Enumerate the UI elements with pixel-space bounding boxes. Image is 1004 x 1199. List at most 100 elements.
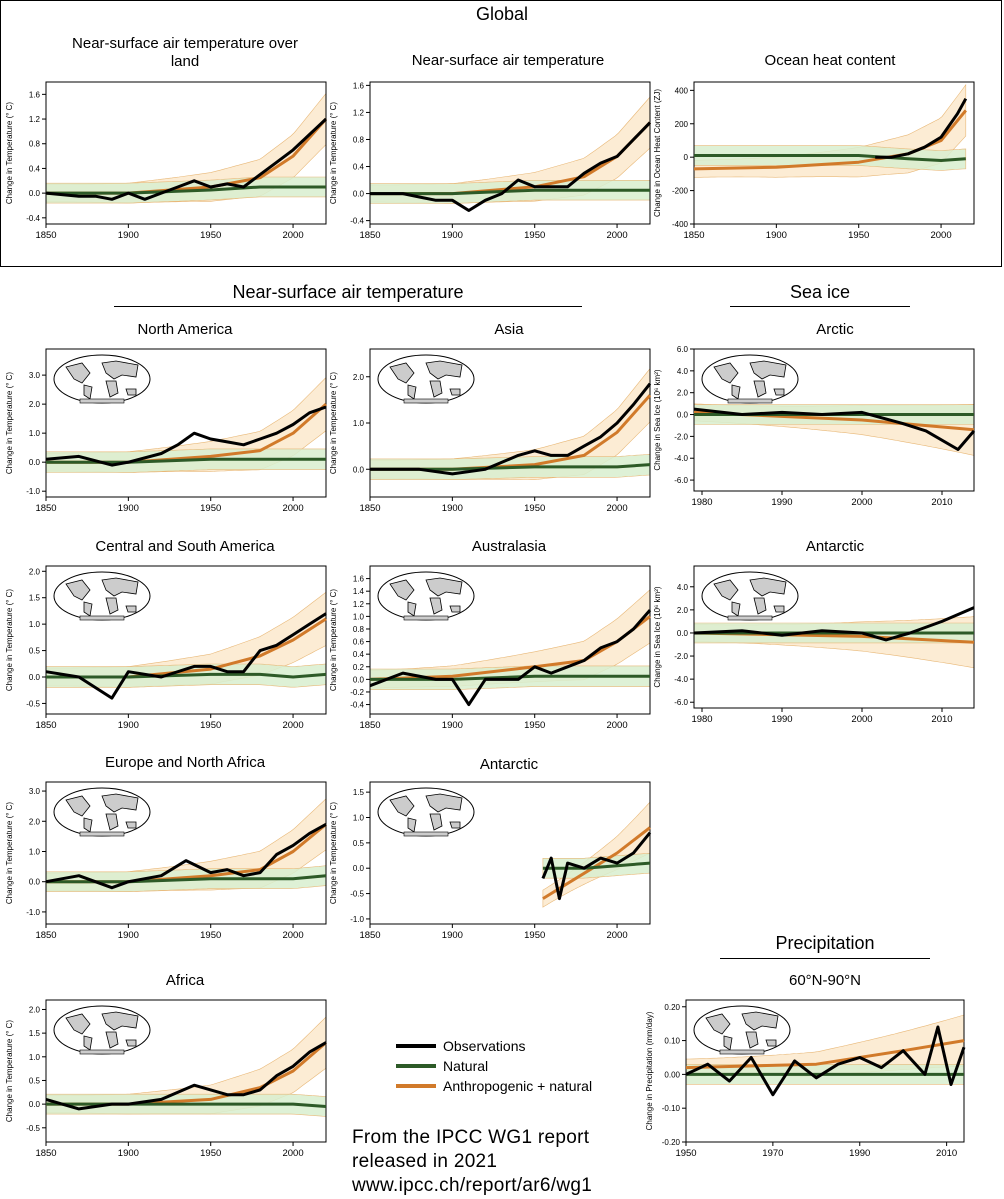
y-axis-label: Change in Precipitation (mm/day): [645, 1011, 654, 1130]
ytick-label: -0.4: [26, 214, 40, 223]
chart-africa: -0.5 0.0 0.5 1.0 1.5 2.0 1850 1900 1950 2000 Chang…: [5, 999, 327, 1159]
series-observations-g_ohc: [875, 97, 968, 159]
plot-frame-p_arctic: [685, 999, 965, 1143]
ytick-label: 0.0: [677, 411, 689, 420]
global-section: [0, 0, 1002, 267]
ytick-label: 1.0: [29, 1053, 41, 1062]
ytick-label: 4.0: [677, 583, 689, 592]
xtick-label: 1850: [359, 230, 380, 241]
y-axis-label: Change in Ocean Heat Content (ZJ): [653, 89, 662, 217]
legend-label-observations: Observations: [443, 1038, 526, 1054]
ytick-label: -1.0: [26, 487, 40, 496]
title-r-csa: Central and South America: [95, 538, 275, 555]
legend-label-anthro: Anthropogenic + natural: [443, 1078, 593, 1094]
ytick-label: 1.0: [353, 612, 365, 621]
xtick-label: 1900: [118, 230, 139, 241]
ytick-label: -4.0: [674, 454, 688, 463]
y-axis-label: Change in Temperature (° C): [329, 589, 338, 692]
map-antarctica: [79, 398, 125, 404]
ytick-label: -2.0: [674, 652, 688, 661]
map-antarctica: [403, 398, 449, 404]
ytick-label: 1.0: [353, 814, 365, 823]
ytick-label: -400: [672, 220, 689, 229]
ytick-label: 4.0: [677, 367, 689, 376]
series-natural-r_ant: [542, 861, 651, 870]
ytick-label: 1.4: [353, 587, 365, 596]
ytick-label: 0.0: [677, 629, 689, 638]
ytick-label: 0.20: [664, 1003, 680, 1012]
ytick-label: 0.0: [353, 190, 365, 199]
map-outline: [53, 1005, 151, 1055]
ytick-label: 2.0: [29, 567, 41, 576]
xtick-label: 1950: [524, 720, 545, 731]
legend-swatch-natural: [396, 1064, 436, 1068]
y-axis-label: Change in Temperature (° C): [5, 802, 14, 905]
y-axis-label: Change in Temperature (° C): [5, 589, 14, 692]
map-outline: [693, 1005, 791, 1055]
ytick-label: -0.4: [350, 217, 364, 226]
y-axis-label: Change in Sea Ice (10⁶ km²): [653, 586, 662, 687]
xtick-label: 2010: [936, 1148, 957, 1159]
locator-map-r_asia: [377, 354, 475, 404]
ytick-label: 0.5: [29, 647, 41, 656]
xtick-label: 2000: [282, 720, 303, 731]
xtick-label: 1850: [35, 720, 56, 731]
series-observations-g_land: [45, 117, 328, 201]
xtick-label: 1950: [200, 503, 221, 514]
ytick-label: 0.0: [29, 878, 41, 887]
series-observations-si_arctic: [693, 407, 976, 451]
xtick-label: 2000: [606, 720, 627, 731]
ytick-label: 0.6: [353, 638, 365, 647]
xtick-label: 1990: [771, 497, 792, 508]
plot-frame-r_aus: [369, 565, 651, 715]
xtick-label: 2000: [930, 230, 951, 241]
xtick-label: 1900: [118, 503, 139, 514]
ytick-label: 1.0: [29, 847, 41, 856]
ytick-label: -0.10: [662, 1104, 681, 1113]
map-antarctica: [79, 1049, 125, 1055]
ytick-label: 0.0: [29, 673, 41, 682]
title-r-ant: Antarctic: [479, 756, 539, 773]
ytick-label: 3.0: [29, 371, 41, 380]
title-g-ohc: Ocean heat content: [764, 52, 896, 69]
xtick-label: 1990: [771, 714, 792, 725]
xtick-label: 1980: [691, 714, 712, 725]
ytick-label: -6.0: [674, 476, 688, 485]
y-axis-label: Change in Temperature (° C): [329, 372, 338, 475]
chart-seaice-antarctic: -6.0 -4.0 -2.0 0.0 2.0 4.0 1980 1990 2000 2010 Cha…: [653, 565, 975, 725]
map-outline: [701, 354, 799, 404]
chart-precip-arctic: -0.20 -0.10 0.00 0.10 0.20 1950 1970 1990 2010 Ch…: [645, 999, 966, 1159]
series-observations-r_na: [45, 405, 327, 467]
legend: Observations Natural Anthropogenic + nat…: [396, 1036, 592, 1096]
ytick-label: 1.5: [29, 1029, 41, 1038]
xtick-label: 2000: [282, 1148, 303, 1159]
ytick-label: -1.0: [350, 915, 364, 924]
chart-asia: 0.0 1.0 2.0 1850 1900 1950 2000 Change in Tempe…: [329, 348, 652, 514]
map-outline: [377, 571, 475, 621]
chart-seaice-arctic: -6.0 -4.0 -2.0 0.0 2.0 4.0 6.0 1980 1990 2000 2010…: [653, 345, 976, 508]
xtick-label: 1900: [442, 230, 463, 241]
locator-map-si_antarctic: [701, 571, 799, 621]
map-antarctica: [79, 615, 125, 621]
legend-swatch-observations: [396, 1044, 436, 1048]
ytick-label: 0.00: [664, 1070, 680, 1079]
seaice-rule: [730, 306, 910, 307]
xtick-label: 2000: [282, 930, 303, 941]
chart-global-air: -0.4 0.0 0.4 0.8 1.2 1.6 1850 1900 1950 2000 Chang…: [329, 81, 652, 241]
map-outline: [53, 787, 151, 837]
ytick-label: 0.8: [29, 140, 41, 149]
locator-map-r_na: [53, 354, 151, 404]
legend-item-natural: Natural: [396, 1056, 592, 1076]
xtick-label: 1900: [766, 230, 787, 241]
xtick-label: 1850: [359, 503, 380, 514]
chart-global-land: -0.4 0.0 0.4 0.8 1.2 1.6 1850 1900 1950 2000 Chang…: [5, 81, 328, 241]
map-antarctica: [727, 615, 773, 621]
plot-frame-g_ohc: [693, 81, 975, 225]
map-antarctica: [719, 1049, 765, 1055]
chart-central-south-america: -0.5 0.0 0.5 1.0 1.5 2.0 1850 1900 1950 2000 Chang…: [5, 565, 327, 731]
ytick-label: 1.6: [353, 575, 365, 584]
xtick-label: 1900: [118, 1148, 139, 1159]
ytick-label: 1.2: [353, 600, 365, 609]
ytick-label: 0.10: [664, 1037, 680, 1046]
ytick-label: 0.0: [29, 189, 41, 198]
